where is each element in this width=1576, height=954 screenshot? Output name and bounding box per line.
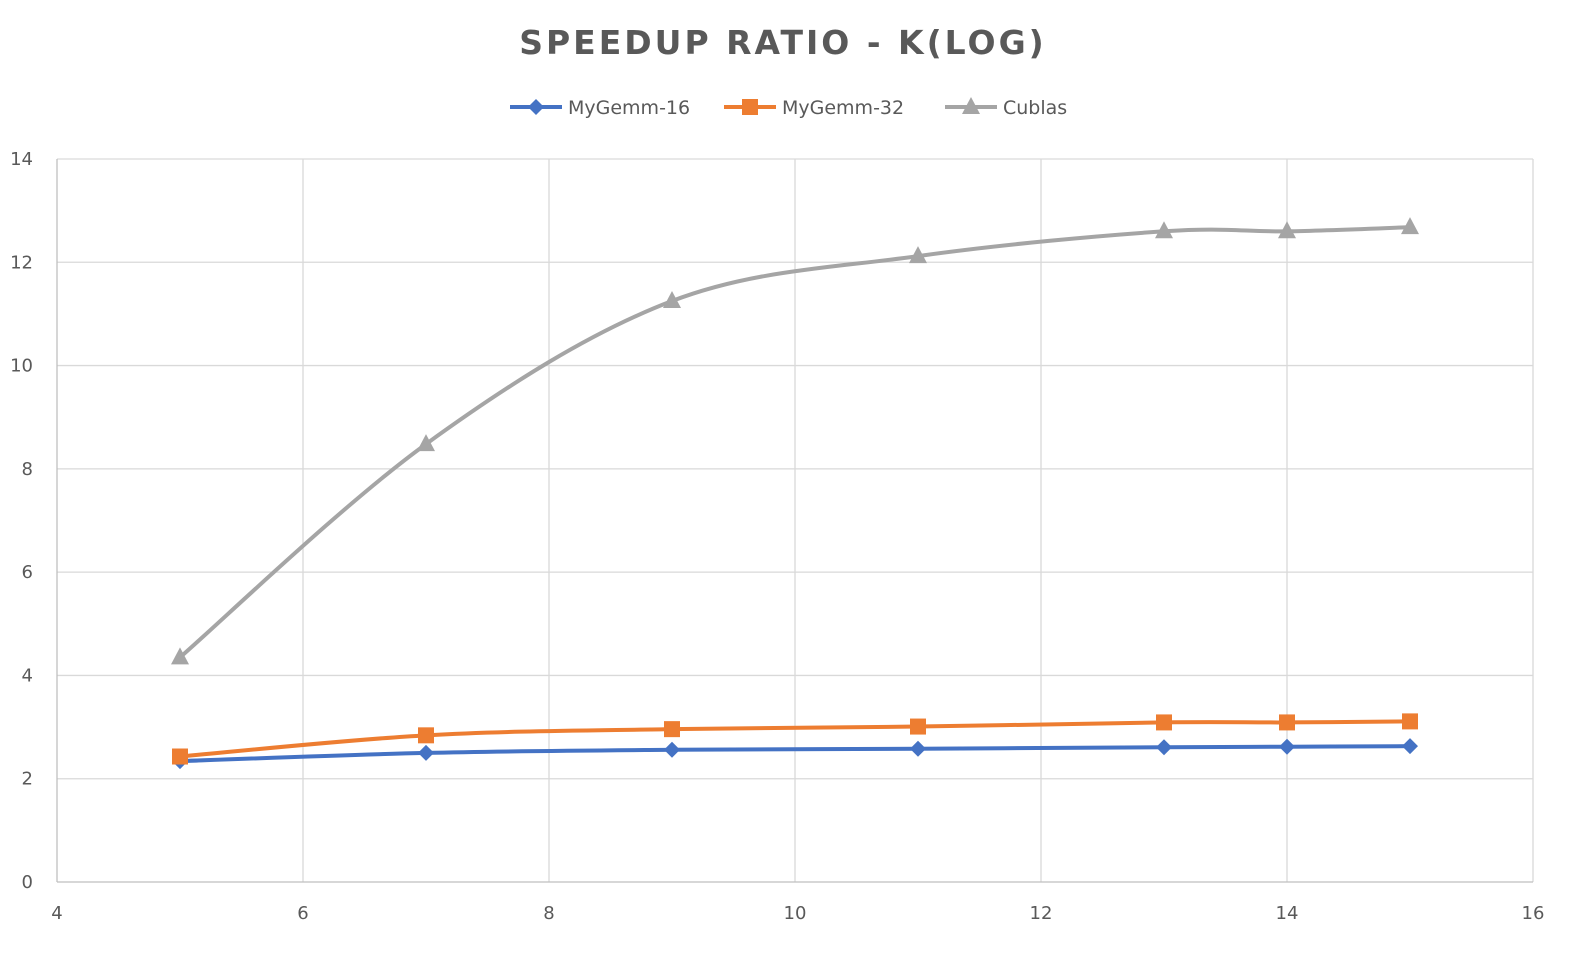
data-point-cublas	[663, 291, 681, 309]
x-tick-label: 6	[297, 903, 308, 924]
legend-item-cublas: Cublas	[945, 97, 1067, 119]
legend-label-cublas: Cublas	[1003, 97, 1067, 119]
y-tick-label: 10	[10, 356, 33, 377]
data-point-mygemm-32	[910, 718, 926, 735]
series-mygemm-16	[172, 738, 1418, 770]
data-point-mygemm-32	[1156, 714, 1172, 731]
data-point-mygemm-32	[418, 727, 434, 744]
y-tick-label: 2	[22, 769, 33, 790]
data-point-cublas	[1278, 221, 1296, 239]
data-point-cublas	[171, 647, 189, 665]
data-point-mygemm-16	[1156, 739, 1172, 756]
data-point-cublas	[1401, 217, 1419, 235]
axes: 0 2 4 6 8 10 12 14 4 6 8 10 12 14 16	[10, 149, 1544, 924]
series-mygemm-32	[172, 713, 1418, 765]
x-tick-label: 14	[1276, 903, 1299, 924]
data-point-mygemm-32	[1279, 714, 1295, 731]
y-tick-label: 8	[22, 459, 33, 480]
grid	[57, 158, 1534, 882]
y-tick-label: 4	[22, 665, 33, 686]
data-point-cublas	[1155, 221, 1173, 239]
y-tick-label: 0	[22, 872, 33, 893]
y-tick-label: 14	[10, 149, 33, 170]
x-tick-label: 10	[784, 903, 807, 924]
data-point-cublas	[909, 246, 927, 264]
data-point-cublas	[417, 434, 435, 452]
chart-title: SPEEDUP RATIO - K(LOG)	[519, 23, 1047, 62]
legend-item-mygemm-16: MyGemm-16	[510, 97, 690, 119]
legend-label-mygemm-16: MyGemm-16	[568, 97, 690, 119]
x-tick-label: 8	[543, 903, 554, 924]
legend-marker-mygemm-16	[528, 99, 544, 115]
series-layer	[171, 217, 1419, 770]
series-line-cublas	[178, 225, 1412, 660]
data-point-mygemm-32	[664, 721, 680, 738]
data-point-mygemm-16	[664, 741, 680, 758]
x-tick-label: 12	[1030, 903, 1053, 924]
data-point-mygemm-16	[1402, 738, 1418, 755]
x-tick-label: 4	[51, 903, 62, 924]
legend-item-mygemm-32: MyGemm-32	[724, 97, 904, 119]
legend-marker-cublas	[962, 97, 980, 114]
y-tick-label: 12	[10, 252, 33, 273]
data-point-mygemm-32	[1402, 713, 1418, 730]
data-point-mygemm-16	[418, 744, 434, 761]
legend-label-mygemm-32: MyGemm-32	[782, 97, 904, 119]
data-point-mygemm-16	[1279, 738, 1295, 755]
series-cublas	[171, 217, 1419, 665]
legend-marker-mygemm-32	[742, 99, 758, 115]
legend: MyGemm-16 MyGemm-32 Cublas	[510, 97, 1067, 119]
data-point-mygemm-32	[172, 748, 188, 765]
data-point-mygemm-16	[910, 740, 926, 757]
y-tick-label: 6	[22, 562, 33, 583]
x-tick-label: 16	[1522, 903, 1545, 924]
